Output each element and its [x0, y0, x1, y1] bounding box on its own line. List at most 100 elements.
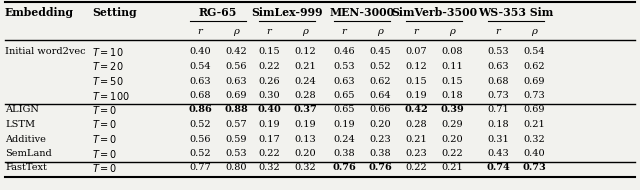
Text: 0.32: 0.32: [523, 135, 545, 143]
Text: 0.62: 0.62: [523, 62, 545, 71]
Text: 0.77: 0.77: [189, 164, 211, 173]
Text: SimVerb-3500: SimVerb-3500: [391, 6, 477, 17]
Text: 0.12: 0.12: [294, 48, 316, 56]
Text: 0.52: 0.52: [369, 62, 391, 71]
Text: 0.21: 0.21: [294, 62, 316, 71]
Text: r: r: [495, 26, 500, 36]
Text: $T = 100$: $T = 100$: [92, 89, 130, 101]
Text: 0.19: 0.19: [405, 91, 427, 100]
Text: 0.20: 0.20: [369, 120, 391, 129]
Text: 0.15: 0.15: [258, 48, 280, 56]
Text: 0.73: 0.73: [487, 91, 509, 100]
Text: r: r: [342, 26, 346, 36]
Text: 0.69: 0.69: [225, 91, 247, 100]
Text: 0.15: 0.15: [441, 77, 463, 86]
Text: 0.71: 0.71: [487, 105, 509, 115]
Text: 0.40: 0.40: [257, 105, 281, 115]
Text: 0.19: 0.19: [258, 120, 280, 129]
Text: 0.30: 0.30: [258, 91, 280, 100]
Text: 0.40: 0.40: [523, 149, 545, 158]
Text: 0.39: 0.39: [440, 105, 464, 115]
Text: 0.29: 0.29: [441, 120, 463, 129]
Text: $T = 50$: $T = 50$: [92, 75, 124, 87]
Text: 0.23: 0.23: [369, 135, 391, 143]
Text: 0.69: 0.69: [524, 77, 545, 86]
Text: RG-65: RG-65: [199, 6, 237, 17]
Text: $T = 0$: $T = 0$: [92, 162, 117, 174]
Text: ρ: ρ: [531, 26, 537, 36]
Text: 0.65: 0.65: [333, 91, 355, 100]
Text: 0.23: 0.23: [405, 149, 427, 158]
Text: MEN-3000: MEN-3000: [330, 6, 395, 17]
Text: 0.28: 0.28: [405, 120, 427, 129]
Text: 0.21: 0.21: [441, 164, 463, 173]
Text: 0.64: 0.64: [369, 91, 391, 100]
Text: 0.68: 0.68: [189, 91, 211, 100]
Text: 0.21: 0.21: [405, 135, 427, 143]
Text: 0.56: 0.56: [225, 62, 247, 71]
Text: ρ: ρ: [233, 26, 239, 36]
Text: 0.42: 0.42: [225, 48, 247, 56]
Text: 0.62: 0.62: [369, 77, 391, 86]
Text: ALIGN: ALIGN: [5, 105, 39, 115]
Text: SimLex-999: SimLex-999: [252, 6, 323, 17]
Text: 0.73: 0.73: [522, 164, 546, 173]
Text: 0.88: 0.88: [224, 105, 248, 115]
Text: Setting: Setting: [92, 6, 136, 17]
Text: 0.37: 0.37: [293, 105, 317, 115]
Text: 0.20: 0.20: [294, 149, 316, 158]
Text: Additive: Additive: [5, 135, 46, 143]
Text: LSTM: LSTM: [5, 120, 35, 129]
Text: 0.32: 0.32: [258, 164, 280, 173]
Text: 0.52: 0.52: [189, 149, 211, 158]
Text: 0.38: 0.38: [333, 149, 355, 158]
Text: 0.63: 0.63: [225, 77, 247, 86]
Text: 0.74: 0.74: [486, 164, 510, 173]
Text: 0.59: 0.59: [225, 135, 247, 143]
Text: 0.13: 0.13: [294, 135, 316, 143]
Text: 0.54: 0.54: [189, 62, 211, 71]
Text: 0.38: 0.38: [369, 149, 391, 158]
Text: 0.17: 0.17: [258, 135, 280, 143]
Text: 0.65: 0.65: [333, 105, 355, 115]
Text: SemLand: SemLand: [5, 149, 52, 158]
Text: 0.69: 0.69: [524, 105, 545, 115]
Text: 0.22: 0.22: [258, 149, 280, 158]
Text: 0.63: 0.63: [487, 62, 509, 71]
Text: 0.56: 0.56: [189, 135, 211, 143]
Text: 0.76: 0.76: [332, 164, 356, 173]
Text: 0.22: 0.22: [258, 62, 280, 71]
Text: 0.26: 0.26: [258, 77, 280, 86]
Text: FastText: FastText: [5, 164, 47, 173]
Text: 0.22: 0.22: [405, 164, 427, 173]
Text: 0.40: 0.40: [189, 48, 211, 56]
Text: 0.15: 0.15: [405, 77, 427, 86]
Text: ρ: ρ: [302, 26, 308, 36]
Text: 0.66: 0.66: [369, 105, 391, 115]
Text: Embedding: Embedding: [5, 6, 74, 17]
Text: $T = 0$: $T = 0$: [92, 147, 117, 159]
Text: 0.57: 0.57: [225, 120, 247, 129]
Text: 0.68: 0.68: [487, 77, 509, 86]
Text: 0.73: 0.73: [523, 91, 545, 100]
Text: 0.31: 0.31: [487, 135, 509, 143]
Text: 0.80: 0.80: [225, 164, 247, 173]
Text: 0.54: 0.54: [523, 48, 545, 56]
Text: 0.32: 0.32: [294, 164, 316, 173]
Text: r: r: [198, 26, 202, 36]
Text: 0.24: 0.24: [333, 135, 355, 143]
Text: 0.28: 0.28: [294, 91, 316, 100]
Text: 0.08: 0.08: [441, 48, 463, 56]
Text: ρ: ρ: [449, 26, 455, 36]
Text: 0.52: 0.52: [189, 120, 211, 129]
Text: 0.63: 0.63: [333, 77, 355, 86]
Text: 0.21: 0.21: [523, 120, 545, 129]
Text: 0.24: 0.24: [294, 77, 316, 86]
Text: $T = 10$: $T = 10$: [92, 46, 124, 58]
Text: $T = 20$: $T = 20$: [92, 60, 124, 73]
Text: 0.76: 0.76: [368, 164, 392, 173]
Text: $T = 0$: $T = 0$: [92, 133, 117, 145]
Text: 0.63: 0.63: [189, 77, 211, 86]
Text: 0.45: 0.45: [369, 48, 391, 56]
Text: 0.86: 0.86: [188, 105, 212, 115]
